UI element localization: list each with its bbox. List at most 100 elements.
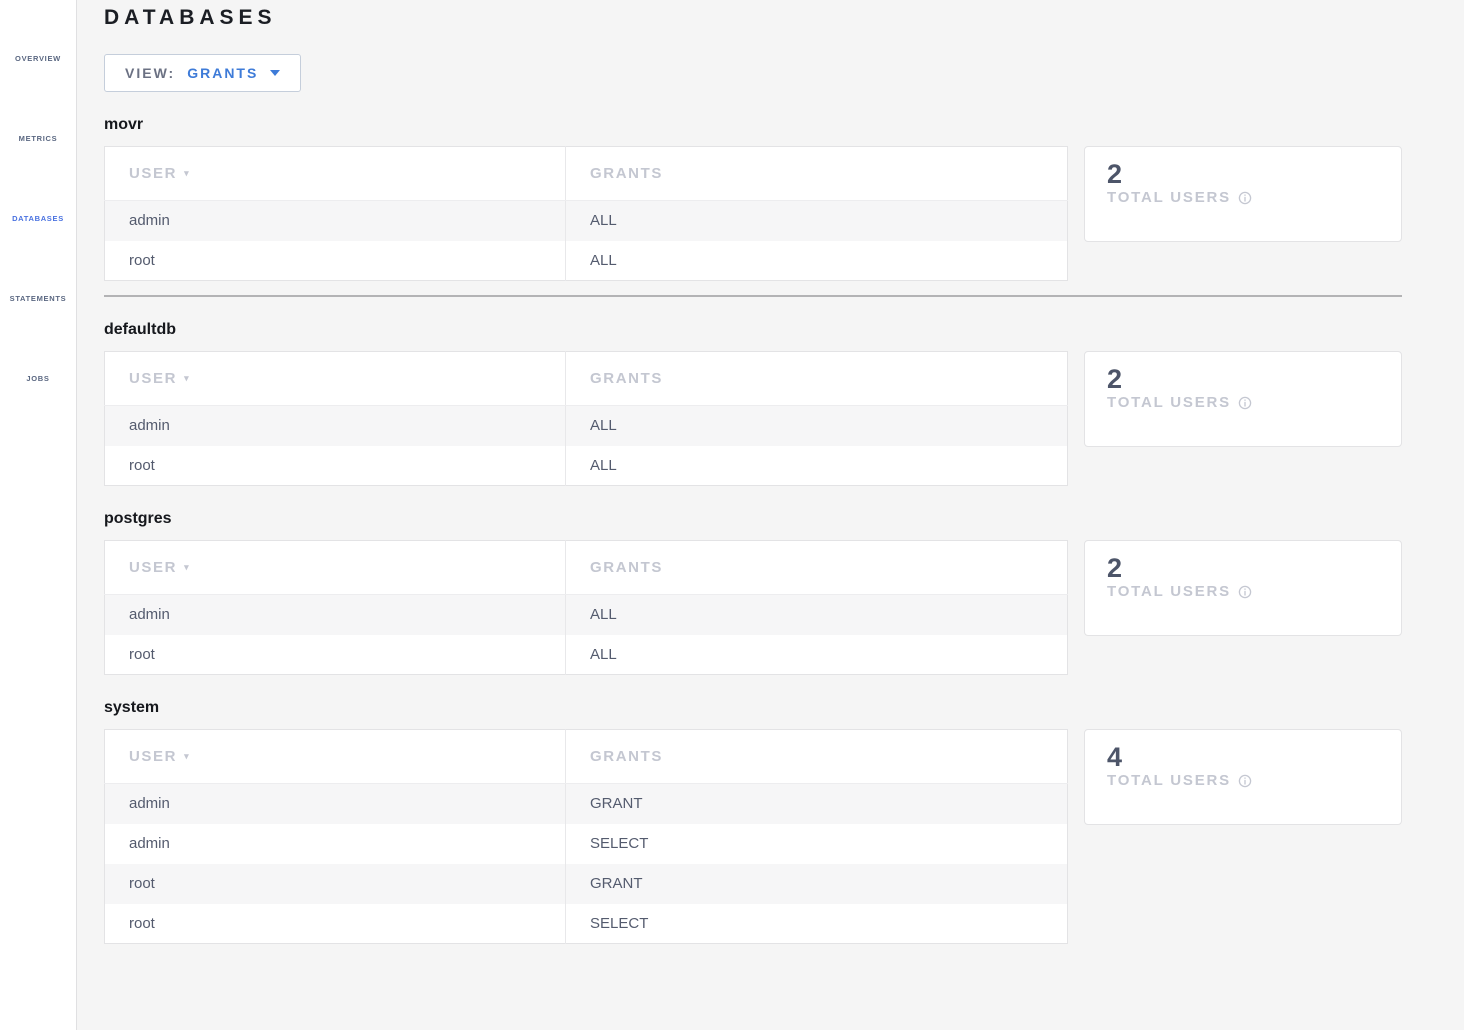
sidebar-item-databases[interactable]: DATABASES (0, 162, 76, 242)
total-users-label: TOTAL USERS (1107, 189, 1231, 207)
sort-caret-icon: ▾ (184, 168, 191, 178)
grants-table: USER ▾ GRANTS admin ALL root ALL (104, 540, 1068, 675)
total-users-card: 4 TOTAL USERS (1084, 729, 1402, 825)
section-body: USER ▾ GRANTS admin ALL root ALL 2 TOTAL USE… (104, 146, 1402, 281)
grants-cell: SELECT (590, 835, 649, 852)
database-name: system (104, 699, 160, 716)
user-cell: root (104, 903, 566, 944)
column-header-grants[interactable]: GRANTS (565, 729, 1068, 784)
total-users-card: 2 TOTAL USERS (1084, 540, 1402, 636)
info-icon[interactable] (1238, 774, 1252, 788)
section-body: USER ▾ GRANTS admin ALL root ALL 2 TOTAL USE… (104, 351, 1402, 486)
total-users-label: TOTAL USERS (1107, 772, 1231, 790)
column-header-user-label: USER (129, 370, 178, 387)
user-cell: admin (104, 783, 566, 824)
total-users-label: TOTAL USERS (1107, 394, 1231, 412)
column-header-user[interactable]: USER ▾ (104, 146, 566, 201)
column-header-grants-label: GRANTS (590, 559, 663, 576)
total-users-card: 2 TOTAL USERS (1084, 146, 1402, 242)
sidebar-item-label: OVERVIEW (15, 54, 61, 63)
sidebar-item-overview[interactable]: OVERVIEW (0, 2, 76, 82)
grants-table: USER ▾ GRANTS admin ALL root ALL (104, 351, 1068, 486)
sort-caret-icon: ▾ (184, 562, 191, 572)
grants-cell: SELECT (590, 914, 649, 932)
info-icon[interactable] (1238, 396, 1252, 410)
user-cell: admin (104, 405, 566, 446)
sidebar-item-label: STATEMENTS (9, 294, 67, 303)
database-name: postgres (104, 510, 172, 527)
column-header-grants[interactable]: GRANTS (565, 540, 1068, 595)
section-divider (104, 295, 1402, 297)
sidebar-item-jobs[interactable]: JOBS (0, 322, 76, 402)
total-users-card: 2 TOTAL USERS (1084, 351, 1402, 447)
grants-cell: ALL (590, 456, 617, 474)
column-header-user-label: USER (129, 748, 178, 765)
grants-table: USER ▾ GRANTS admin GRANT admin SELECT root GR… (104, 729, 1068, 944)
grants-table-body: admin ALL root ALL (104, 594, 1068, 675)
view-selector-value: GRANTS (187, 65, 259, 81)
databases-icon (25, 181, 51, 207)
grants-cell: ALL (590, 417, 617, 435)
table-row: root ALL (104, 240, 1068, 281)
column-header-grants[interactable]: GRANTS (565, 146, 1068, 201)
grants-cell: GRANT (590, 795, 643, 813)
column-header-user[interactable]: USER ▾ (104, 540, 566, 595)
info-icon[interactable] (1238, 585, 1252, 599)
user-cell: root (104, 863, 566, 904)
table-row: admin ALL (104, 594, 1068, 635)
user-cell: root (104, 445, 566, 486)
grants-cell: ALL (590, 251, 617, 269)
view-selector-dropdown[interactable]: VIEW: GRANTS (104, 54, 302, 92)
grants-cell: ALL (590, 606, 617, 624)
info-icon[interactable] (1238, 191, 1252, 205)
total-users-value: 2 (1107, 159, 1123, 189)
sidebar-item-metrics[interactable]: METRICS (0, 82, 76, 162)
section-body: USER ▾ GRANTS admin GRANT admin SELECT root GR… (104, 729, 1402, 944)
table-row: root ALL (104, 634, 1068, 675)
total-users-label: TOTAL USERS (1107, 583, 1231, 601)
grants-table-body: admin ALL root ALL (104, 200, 1068, 281)
table-row: root ALL (104, 445, 1068, 486)
statements-icon (25, 261, 51, 287)
database-name: defaultdb (104, 321, 176, 338)
database-name: movr (104, 116, 144, 133)
total-users-value: 2 (1107, 553, 1123, 583)
sidebar-item-label: JOBS (26, 374, 50, 383)
jobs-icon (25, 341, 51, 367)
table-header-row: USER ▾ GRANTS (104, 540, 1068, 595)
column-header-grants-label: GRANTS (590, 748, 663, 765)
user-cell: admin (104, 594, 566, 635)
database-section: movr USER ▾ GRANTS admin ALL root ALL (104, 116, 1402, 281)
column-header-grants[interactable]: GRANTS (565, 351, 1068, 406)
sidebar-item-label: METRICS (18, 134, 58, 143)
column-header-grants-label: GRANTS (590, 165, 663, 182)
chevron-down-icon (270, 70, 281, 76)
grants-cell: GRANT (590, 875, 643, 892)
table-header-row: USER ▾ GRANTS (104, 351, 1068, 406)
sidebar-item-label: DATABASES (12, 214, 64, 223)
table-row: admin GRANT (104, 783, 1068, 824)
user-cell: root (104, 240, 566, 281)
sidebar: OVERVIEW METRICS DATABASES STATEMENTS JOBS (0, 0, 77, 1030)
table-row: admin ALL (104, 405, 1068, 446)
main-content: DATABASES VIEW: GRANTS movr USER ▾ GRANTS (77, 0, 1464, 998)
user-cell: admin (104, 823, 566, 864)
metrics-icon (25, 101, 51, 127)
column-header-user[interactable]: USER ▾ (104, 351, 566, 406)
database-section: defaultdb USER ▾ GRANTS admin ALL root ALL (104, 321, 1402, 486)
sidebar-item-statements[interactable]: STATEMENTS (0, 242, 76, 322)
table-row: root GRANT (104, 863, 1068, 904)
sort-caret-icon: ▾ (184, 751, 191, 761)
home-icon (25, 21, 51, 47)
grants-table-body: admin ALL root ALL (104, 405, 1068, 486)
database-section: system USER ▾ GRANTS admin GRANT admin SELEC… (104, 699, 1402, 944)
table-row: root SELECT (104, 903, 1068, 944)
column-header-user[interactable]: USER ▾ (104, 729, 566, 784)
view-selector-prefix: VIEW: (125, 65, 176, 81)
user-cell: root (104, 634, 566, 675)
grants-cell: ALL (590, 212, 617, 230)
sort-caret-icon: ▾ (184, 373, 191, 383)
total-users-value: 4 (1107, 742, 1123, 772)
section-body: USER ▾ GRANTS admin ALL root ALL 2 TOTAL USE… (104, 540, 1402, 675)
sections: movr USER ▾ GRANTS admin ALL root ALL (104, 116, 1402, 944)
